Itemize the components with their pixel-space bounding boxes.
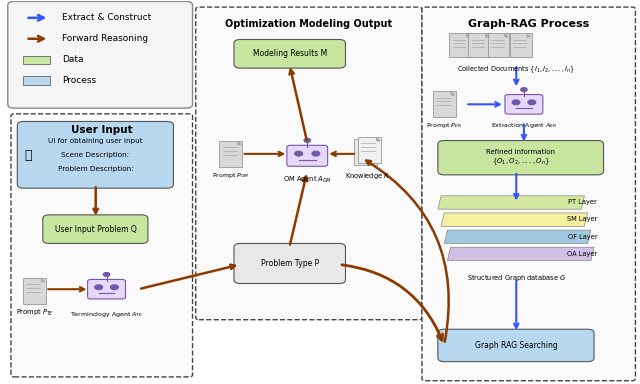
FancyBboxPatch shape xyxy=(433,91,456,118)
FancyBboxPatch shape xyxy=(438,329,594,362)
Polygon shape xyxy=(238,141,241,144)
Text: Extract & Construct: Extract & Construct xyxy=(62,13,151,22)
Polygon shape xyxy=(377,138,380,141)
Circle shape xyxy=(304,139,310,142)
Text: UI for obtaining user input

Scene Description:

Problem Description:: UI for obtaining user input Scene Descri… xyxy=(48,138,143,172)
Polygon shape xyxy=(467,34,470,37)
FancyBboxPatch shape xyxy=(505,94,543,114)
Text: OF Layer: OF Layer xyxy=(568,233,597,240)
FancyBboxPatch shape xyxy=(234,40,346,68)
FancyBboxPatch shape xyxy=(510,33,532,58)
Text: Problem Type P: Problem Type P xyxy=(260,259,319,268)
FancyBboxPatch shape xyxy=(220,141,243,167)
Text: Process: Process xyxy=(62,76,96,85)
Text: Optimization Modeling Output: Optimization Modeling Output xyxy=(225,18,392,28)
Circle shape xyxy=(512,100,520,105)
Polygon shape xyxy=(373,139,376,142)
FancyBboxPatch shape xyxy=(43,215,148,243)
Text: Prompt $P_{TE}$: Prompt $P_{TE}$ xyxy=(15,308,54,318)
Text: User Input: User Input xyxy=(71,125,132,135)
Text: Data: Data xyxy=(62,55,83,64)
Polygon shape xyxy=(438,196,584,209)
Polygon shape xyxy=(42,279,45,282)
FancyBboxPatch shape xyxy=(234,243,346,283)
Text: Terminology Agent $A_{TE}$: Terminology Agent $A_{TE}$ xyxy=(70,310,143,319)
Circle shape xyxy=(95,285,102,290)
Circle shape xyxy=(103,273,109,276)
Circle shape xyxy=(521,88,527,91)
Polygon shape xyxy=(486,34,489,37)
Circle shape xyxy=(312,151,320,156)
Polygon shape xyxy=(447,247,594,261)
FancyBboxPatch shape xyxy=(8,2,193,108)
Text: Knowledge $K$: Knowledge $K$ xyxy=(345,171,390,181)
FancyBboxPatch shape xyxy=(88,280,125,299)
Text: Graph-RAG Process: Graph-RAG Process xyxy=(468,18,589,28)
Text: Collected Documents $\{I_1,I_2,...,I_n\}$: Collected Documents $\{I_1,I_2,...,I_n\}… xyxy=(457,64,575,75)
Polygon shape xyxy=(441,213,588,226)
FancyBboxPatch shape xyxy=(438,141,604,175)
FancyBboxPatch shape xyxy=(11,114,193,377)
Text: Modeling Results M: Modeling Results M xyxy=(253,49,327,58)
Text: PT Layer: PT Layer xyxy=(568,199,597,205)
FancyBboxPatch shape xyxy=(17,121,173,188)
FancyBboxPatch shape xyxy=(23,278,46,304)
Text: Structured Graph database $G$: Structured Graph database $G$ xyxy=(467,273,566,283)
Text: Prompt $P_{ER}$: Prompt $P_{ER}$ xyxy=(426,121,462,131)
FancyBboxPatch shape xyxy=(23,56,50,64)
Text: User Input Problem Q: User Input Problem Q xyxy=(54,225,136,234)
Text: Refined Information
$\{O_1,O_2,...,O_n\}$: Refined Information $\{O_1,O_2,...,O_n\}… xyxy=(486,149,556,167)
FancyBboxPatch shape xyxy=(358,137,381,163)
Text: OM Agent $A_{OM}$: OM Agent $A_{OM}$ xyxy=(283,175,332,185)
FancyBboxPatch shape xyxy=(449,33,471,58)
FancyBboxPatch shape xyxy=(422,7,636,381)
Text: Graph RAG Searching: Graph RAG Searching xyxy=(475,341,557,350)
Polygon shape xyxy=(527,34,531,37)
Polygon shape xyxy=(444,230,591,243)
FancyBboxPatch shape xyxy=(23,76,50,85)
FancyBboxPatch shape xyxy=(488,33,509,58)
Text: SM Layer: SM Layer xyxy=(567,217,597,222)
Polygon shape xyxy=(505,34,508,37)
Text: OA Layer: OA Layer xyxy=(567,251,597,257)
FancyBboxPatch shape xyxy=(355,139,378,165)
Text: Extraction Agent $A_{ER}$: Extraction Agent $A_{ER}$ xyxy=(491,121,557,131)
Text: 👤: 👤 xyxy=(24,149,32,162)
FancyBboxPatch shape xyxy=(196,7,422,320)
Text: Prompt $P_{OM}$: Prompt $P_{OM}$ xyxy=(212,171,250,180)
Circle shape xyxy=(295,151,303,156)
Text: Forward Reasoning: Forward Reasoning xyxy=(62,34,148,43)
Polygon shape xyxy=(451,92,454,95)
Circle shape xyxy=(528,100,536,105)
FancyBboxPatch shape xyxy=(468,33,490,58)
FancyBboxPatch shape xyxy=(287,145,328,166)
Circle shape xyxy=(111,285,118,290)
